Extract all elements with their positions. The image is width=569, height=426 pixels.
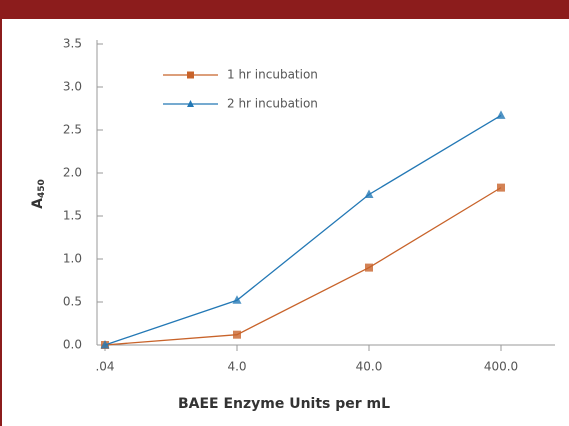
y-tick-label: 2.5 <box>63 123 82 137</box>
legend-marker <box>187 71 194 79</box>
header-banner <box>0 0 569 19</box>
series-line <box>104 114 502 346</box>
y-tick-label: 3.5 <box>63 37 82 51</box>
point <box>364 189 374 198</box>
y-tick-label: 1.0 <box>63 252 82 266</box>
legend-label: 2 hr incubation <box>227 97 318 111</box>
y-tick-label: 0.0 <box>63 338 82 352</box>
y-tick-label: 2.0 <box>63 166 82 180</box>
legend-marker <box>187 100 194 107</box>
y-label-subscript: 450 <box>37 179 47 198</box>
series-line <box>104 187 502 346</box>
x-tick-label: .04 <box>95 360 114 374</box>
x-axis-label: BAEE Enzyme Units per mL <box>178 396 390 412</box>
point <box>100 340 110 349</box>
y-axis-label: A450 <box>30 179 47 209</box>
y-label-base: A <box>30 198 46 209</box>
point <box>496 110 506 119</box>
x-tick-label: 400.0 <box>484 360 518 374</box>
point <box>233 330 241 339</box>
y-tick-label: 3.0 <box>63 80 82 94</box>
point <box>497 183 505 192</box>
x-tick-label: 4.0 <box>227 360 246 374</box>
y-tick-label: 0.5 <box>63 295 82 309</box>
x-tick-label: 40.0 <box>356 360 383 374</box>
legend-label: 1 hr incubation <box>227 68 318 82</box>
point <box>232 295 242 304</box>
y-tick-label: 1.5 <box>63 209 82 223</box>
point <box>365 263 373 272</box>
